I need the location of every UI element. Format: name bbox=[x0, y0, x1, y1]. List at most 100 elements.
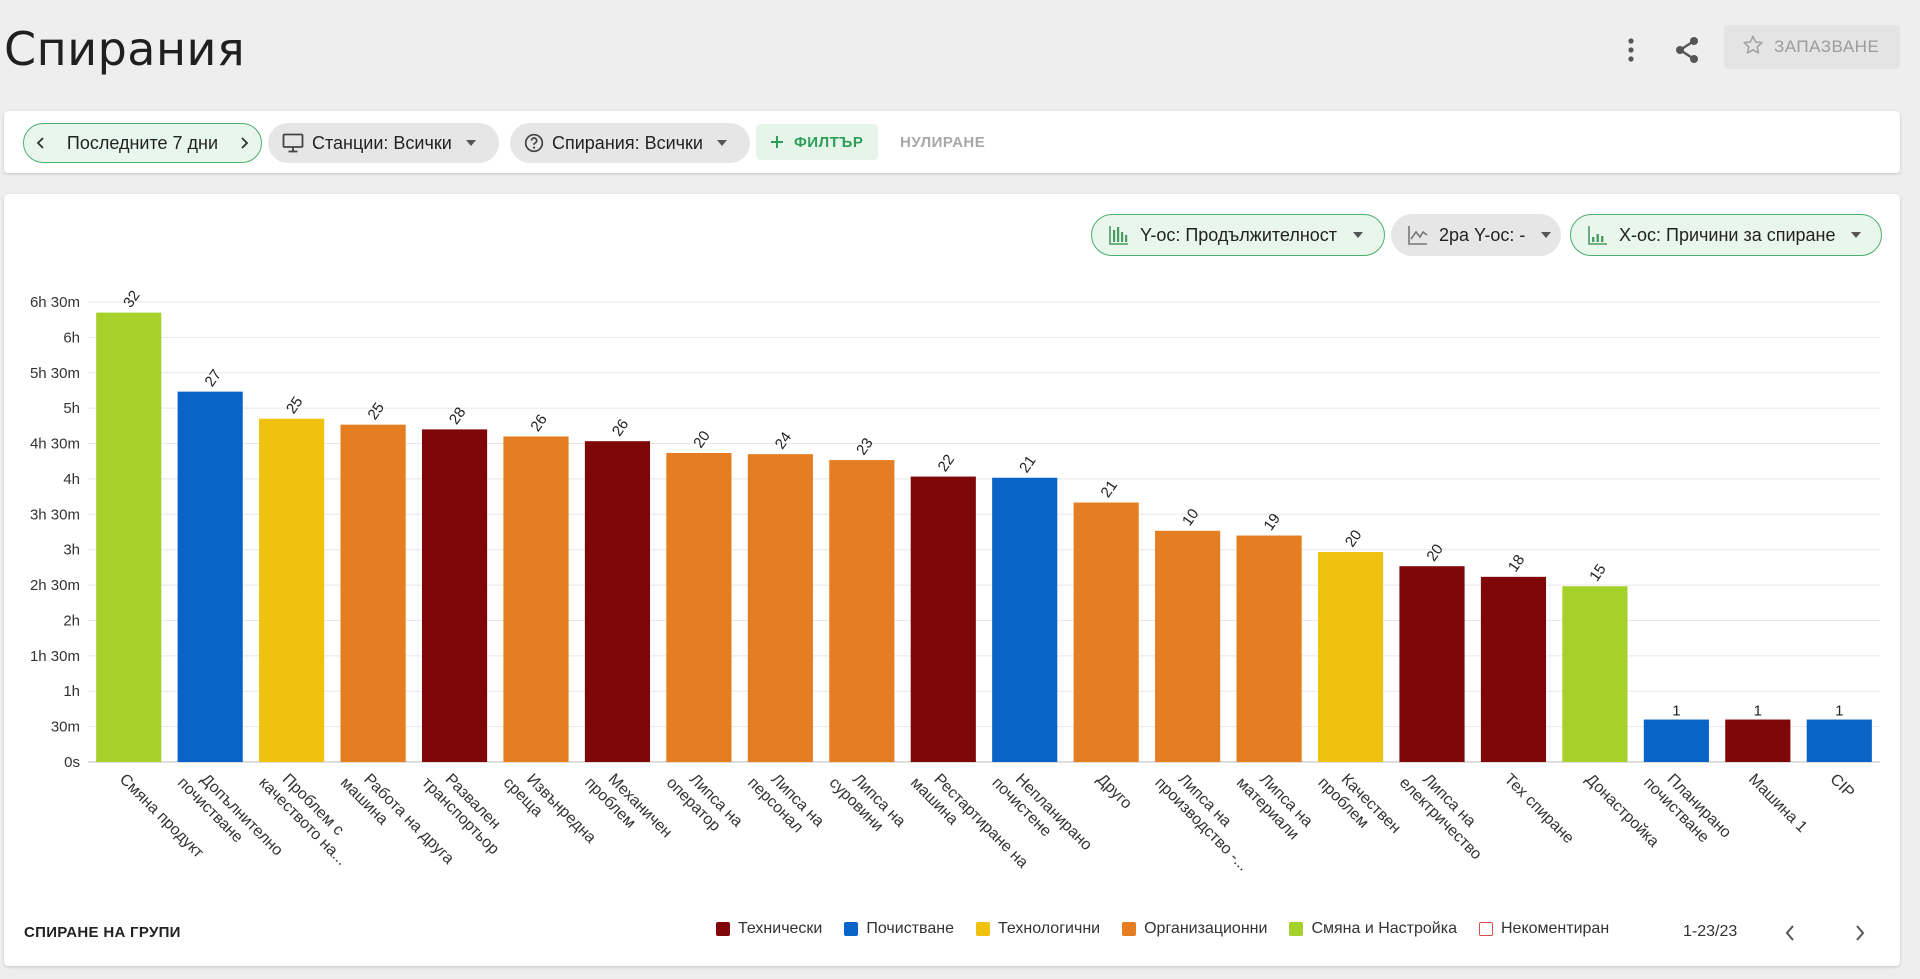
y-tick-label: 0s bbox=[64, 754, 80, 771]
caret-down-icon bbox=[1541, 232, 1552, 238]
bar[interactable] bbox=[259, 418, 325, 762]
legend-item-uncommented[interactable]: Некоментиран bbox=[1478, 920, 1609, 938]
data-label: 24 bbox=[772, 429, 795, 452]
data-label: 1 bbox=[1672, 703, 1680, 720]
more-vert-icon[interactable] bbox=[1614, 33, 1648, 67]
y-tick-label: 4h 30m bbox=[30, 436, 80, 453]
bar-chart: 0s 30m 1h 1h 30m 2h 2h 30m 3h 3h 30m 4h 4h 30m 5h 5… bbox=[30, 287, 1880, 885]
chevron-left-icon[interactable] bbox=[24, 136, 58, 150]
legend-swatch bbox=[716, 922, 730, 936]
star-icon bbox=[1742, 34, 1764, 61]
y2-axis-label: 2ра Y-ос: - bbox=[1439, 224, 1526, 245]
data-label: 20 bbox=[690, 428, 713, 451]
caret-down-icon bbox=[716, 140, 727, 146]
bar[interactable] bbox=[1073, 502, 1139, 762]
data-label: 21 bbox=[1016, 453, 1039, 476]
line-chart-icon bbox=[1407, 224, 1429, 246]
y-tick-label: 3h bbox=[63, 542, 80, 559]
help-circle-icon bbox=[524, 133, 544, 153]
bar[interactable] bbox=[1317, 552, 1384, 762]
x-tick-label-line: CIP bbox=[1826, 771, 1857, 802]
stations-filter[interactable]: Станции: Всички bbox=[268, 123, 499, 163]
data-label: 28 bbox=[446, 404, 469, 427]
y-tick-label: 2h 30m bbox=[30, 577, 80, 594]
caret-down-icon bbox=[1353, 232, 1364, 238]
bar[interactable] bbox=[747, 454, 813, 762]
y-tick-label: 5h bbox=[63, 400, 80, 417]
bar[interactable] bbox=[992, 477, 1058, 762]
data-label: 15 bbox=[1586, 561, 1609, 584]
bar[interactable] bbox=[1562, 586, 1628, 762]
y-tick-label: 6h 30m bbox=[30, 294, 80, 311]
stations-label: Станции: Всички bbox=[312, 132, 452, 153]
x-tick-label: Липса наоператор bbox=[663, 761, 746, 844]
bar[interactable] bbox=[340, 424, 406, 762]
legend-item-cleaning[interactable]: Почистване bbox=[844, 920, 954, 938]
next-page-button[interactable] bbox=[1844, 916, 1876, 950]
legend-item-organizational[interactable]: Организационни bbox=[1122, 920, 1267, 938]
add-filter-button[interactable]: ФИЛТЪР bbox=[756, 124, 878, 160]
chevron-right-icon[interactable] bbox=[227, 136, 261, 150]
x-tick-label: Липса насуровини bbox=[826, 761, 909, 844]
caret-down-icon bbox=[1851, 232, 1862, 238]
data-label: 20 bbox=[1342, 527, 1365, 550]
x-tick-label: Липса наматериали bbox=[1233, 761, 1316, 844]
bar[interactable] bbox=[1399, 566, 1465, 762]
bar[interactable] bbox=[1236, 535, 1302, 762]
x-tick-label: Друго bbox=[1093, 771, 1135, 813]
x-tick-label: Извънреднасреща bbox=[500, 761, 599, 860]
x-tick-label: Качественпроблем bbox=[1314, 761, 1403, 850]
bar-chart-icon bbox=[1108, 224, 1130, 246]
data-label: 20 bbox=[1423, 541, 1446, 564]
stoppages-label: Спирания: Всички bbox=[552, 132, 703, 153]
y-tick-label: 1h bbox=[63, 683, 80, 700]
x-tick-label: Липса наелектричество bbox=[1396, 761, 1498, 863]
data-label: 32 bbox=[120, 287, 143, 310]
y-axis-selector[interactable]: Y-ос: Продължителност bbox=[1091, 214, 1385, 256]
bar[interactable] bbox=[96, 312, 162, 762]
bar[interactable] bbox=[829, 460, 895, 762]
stoppages-filter[interactable]: Спирания: Всички bbox=[510, 123, 750, 163]
chevron-left-icon bbox=[1785, 925, 1794, 941]
y-tick-label: 6h bbox=[63, 329, 80, 346]
x-tick-label: Машина 1 bbox=[1745, 771, 1810, 836]
data-label: 26 bbox=[609, 416, 632, 439]
bar[interactable] bbox=[1480, 576, 1547, 762]
chevron-right-icon bbox=[1856, 925, 1865, 941]
y-tick-label: 1h 30m bbox=[30, 648, 80, 665]
data-label: 25 bbox=[283, 394, 306, 417]
save-button[interactable]: ЗАПАЗВАНЕ bbox=[1724, 25, 1900, 69]
data-label: 23 bbox=[853, 435, 876, 458]
bar[interactable] bbox=[1806, 719, 1872, 762]
share-icon[interactable] bbox=[1670, 33, 1704, 67]
legend-item-technological[interactable]: Технологични bbox=[975, 920, 1100, 938]
x-tick-label-line: Тех спиране bbox=[1501, 771, 1577, 847]
data-label: 10 bbox=[1179, 506, 1202, 529]
bar[interactable] bbox=[1725, 719, 1791, 762]
data-label: 25 bbox=[364, 400, 387, 423]
x-tick-label: Рестартиране намашина bbox=[907, 761, 1031, 885]
legend-item-changeover[interactable]: Смяна и Настройка bbox=[1289, 920, 1457, 938]
y2-axis-selector[interactable]: 2ра Y-ос: - bbox=[1391, 214, 1561, 256]
bar[interactable] bbox=[503, 436, 569, 762]
legend-swatch bbox=[1289, 922, 1304, 936]
bar[interactable] bbox=[584, 441, 651, 762]
legend-swatch bbox=[844, 922, 859, 936]
y-axis-label: Y-ос: Продължителност bbox=[1140, 224, 1338, 245]
bar[interactable] bbox=[1643, 719, 1709, 762]
data-label: 1 bbox=[1835, 703, 1843, 720]
data-label: 18 bbox=[1505, 552, 1528, 575]
legend-label: Почистване bbox=[866, 920, 954, 937]
bar[interactable] bbox=[177, 391, 243, 762]
bar[interactable] bbox=[910, 476, 976, 762]
prev-page-button[interactable] bbox=[1774, 916, 1806, 950]
bar[interactable] bbox=[1155, 530, 1221, 762]
legend-item-technical[interactable]: Технически bbox=[716, 920, 822, 938]
data-label: 22 bbox=[935, 451, 958, 474]
bar[interactable] bbox=[666, 452, 732, 762]
reset-button[interactable]: НУЛИРАНЕ bbox=[900, 133, 986, 151]
data-label: 27 bbox=[202, 367, 225, 390]
bar[interactable] bbox=[421, 429, 488, 762]
x-axis-selector[interactable]: X-ос: Причини за спиране bbox=[1570, 214, 1882, 256]
period-selector[interactable]: Последните 7 дни bbox=[23, 123, 262, 163]
